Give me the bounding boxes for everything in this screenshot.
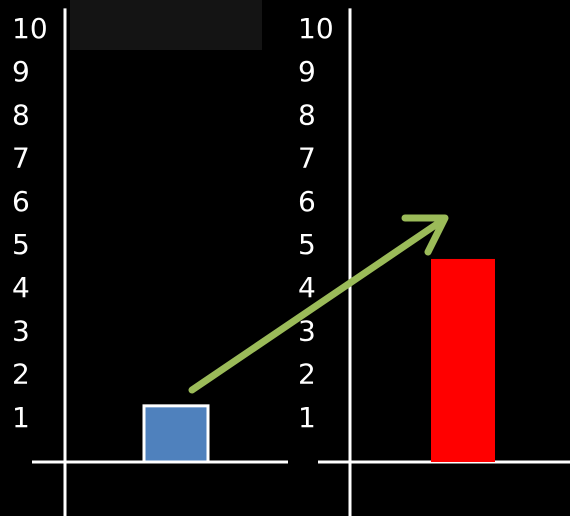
y-tick-label: 9 bbox=[12, 55, 30, 88]
y-tick-label: 3 bbox=[298, 314, 316, 347]
y-tick-label: 4 bbox=[12, 271, 30, 304]
y-tick-label: 7 bbox=[298, 142, 316, 175]
arrow-head bbox=[401, 214, 449, 256]
faded-picture bbox=[70, 0, 262, 50]
y-tick-label: 1 bbox=[12, 401, 30, 434]
bar-chart: 1 2 3 4 5 6 7 8 9 10 bbox=[298, 8, 570, 516]
y-tick-label: 6 bbox=[12, 185, 30, 218]
y-tick-label: 2 bbox=[298, 358, 316, 391]
bar bbox=[431, 258, 495, 462]
y-tick-label: 8 bbox=[298, 98, 316, 131]
y-tick-label: 6 bbox=[298, 185, 316, 218]
y-tick-label: 4 bbox=[298, 271, 316, 304]
y-tick-label: 7 bbox=[12, 142, 30, 175]
arrow bbox=[188, 214, 449, 394]
y-tick-label: 2 bbox=[12, 358, 30, 391]
y-tick-label: 5 bbox=[298, 228, 316, 261]
y-tick-label: 3 bbox=[12, 314, 30, 347]
y-tick-label: 10 bbox=[298, 12, 334, 45]
y-tick-label: 5 bbox=[12, 228, 30, 261]
bar-chart: 1 2 3 4 5 6 7 8 9 10 bbox=[12, 8, 288, 516]
charts: 1 2 3 4 5 6 7 8 9 10 1 2 3 4 5 6 7 8 9 10 bbox=[12, 8, 570, 516]
y-tick-label: 1 bbox=[298, 401, 316, 434]
y-tick-label: 9 bbox=[298, 55, 316, 88]
arrow-shaft bbox=[188, 218, 444, 394]
y-tick-label: 8 bbox=[12, 98, 30, 131]
bar bbox=[142, 404, 210, 464]
y-tick-label: 10 bbox=[12, 12, 48, 45]
